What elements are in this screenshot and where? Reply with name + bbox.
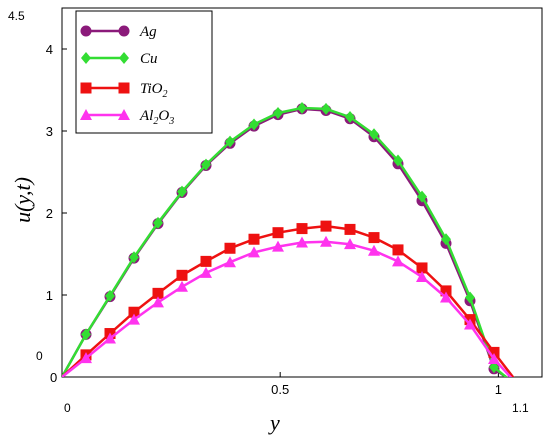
data-point xyxy=(489,361,499,374)
data-point xyxy=(440,285,452,297)
legend-item-al2o3: Al2O3 xyxy=(80,108,174,127)
legend-item-ag: Ag xyxy=(80,24,157,40)
series-layer xyxy=(62,102,515,377)
x-axis-max-label: 1.1 xyxy=(512,401,529,415)
data-point xyxy=(465,291,475,304)
origin-label: 0 xyxy=(50,370,57,385)
data-point xyxy=(296,236,308,248)
data-point xyxy=(200,266,212,278)
data-point xyxy=(152,287,164,299)
data-point xyxy=(249,118,259,131)
x-axis-title: y xyxy=(268,410,280,435)
data-point xyxy=(224,242,236,254)
series-al2o3 xyxy=(62,235,513,377)
data-point xyxy=(488,352,500,364)
data-point xyxy=(128,313,140,325)
data-point xyxy=(176,280,188,292)
legend-label: Cu xyxy=(140,51,158,67)
legend-marker xyxy=(119,52,129,64)
data-point xyxy=(105,289,115,302)
data-point xyxy=(248,233,260,245)
legend-item-tio2: TiO2 xyxy=(80,81,168,100)
data-point xyxy=(488,346,500,358)
data-point xyxy=(200,255,212,267)
data-point xyxy=(369,128,379,141)
data-point xyxy=(81,328,91,341)
data-point xyxy=(417,190,427,203)
x-tick-label: 1 xyxy=(495,382,502,397)
data-point xyxy=(272,240,284,252)
data-point xyxy=(441,233,451,246)
data-point xyxy=(201,158,211,171)
data-point xyxy=(80,352,92,364)
data-point xyxy=(176,269,188,281)
data-point xyxy=(344,223,356,235)
data-point xyxy=(393,154,403,167)
legend-marker xyxy=(80,25,92,37)
data-point xyxy=(416,270,428,282)
series-line-cu xyxy=(62,106,508,377)
y-axis-title: u(y,t) xyxy=(10,177,35,223)
y-axis-max-label: 4.5 xyxy=(8,9,25,23)
data-point xyxy=(440,291,452,303)
legend: Ag Cu TiO2 Al2O3 xyxy=(75,10,213,134)
data-point xyxy=(128,306,140,318)
legend-items: Ag Cu TiO2 Al2O3 xyxy=(80,24,174,127)
series-line-al2o3 xyxy=(62,240,513,377)
legend-label: Al2O3 xyxy=(139,108,174,127)
y-axis-min-label: 0 xyxy=(36,349,43,363)
data-point xyxy=(320,235,332,247)
data-point xyxy=(273,106,283,119)
x-tick-label: 0.5 xyxy=(271,382,289,397)
legend-marker xyxy=(81,52,91,64)
legend-marker xyxy=(118,82,130,94)
data-point xyxy=(392,255,404,267)
legend-label: Ag xyxy=(139,24,157,40)
y-tick-label: 3 xyxy=(46,124,53,139)
data-point xyxy=(368,232,380,244)
data-point xyxy=(177,185,187,198)
data-point xyxy=(153,216,163,229)
legend-item-cu: Cu xyxy=(81,51,158,67)
y-tick-label: 4 xyxy=(46,42,53,57)
legend-marker xyxy=(118,109,130,120)
series-cu xyxy=(62,102,508,377)
y-tick-label: 2 xyxy=(46,206,53,221)
legend-marker xyxy=(80,109,92,120)
y-tick-label: 1 xyxy=(46,288,53,303)
data-point xyxy=(272,227,284,239)
data-point xyxy=(129,251,139,264)
data-point xyxy=(320,220,332,232)
data-point xyxy=(392,244,404,256)
data-point xyxy=(321,102,331,115)
data-point xyxy=(368,244,380,256)
legend-marker xyxy=(80,82,92,94)
data-point xyxy=(152,296,164,308)
data-point xyxy=(225,135,235,148)
y-axis-ticks: 1 2 3 4 xyxy=(46,42,67,303)
data-point xyxy=(297,102,307,115)
x-axis-min-label: 0 xyxy=(64,401,71,415)
plot-frame xyxy=(61,7,543,378)
data-point xyxy=(345,111,355,124)
data-point xyxy=(296,223,308,235)
data-point xyxy=(416,262,428,274)
data-point xyxy=(344,238,356,250)
x-axis-ticks: 0.5 1 xyxy=(271,372,502,397)
legend-marker xyxy=(118,25,130,37)
data-point xyxy=(464,318,476,330)
data-point xyxy=(248,246,260,258)
data-point xyxy=(104,332,116,344)
legend-label: TiO2 xyxy=(140,81,168,100)
series-tio2 xyxy=(62,220,515,377)
data-point xyxy=(224,256,236,268)
